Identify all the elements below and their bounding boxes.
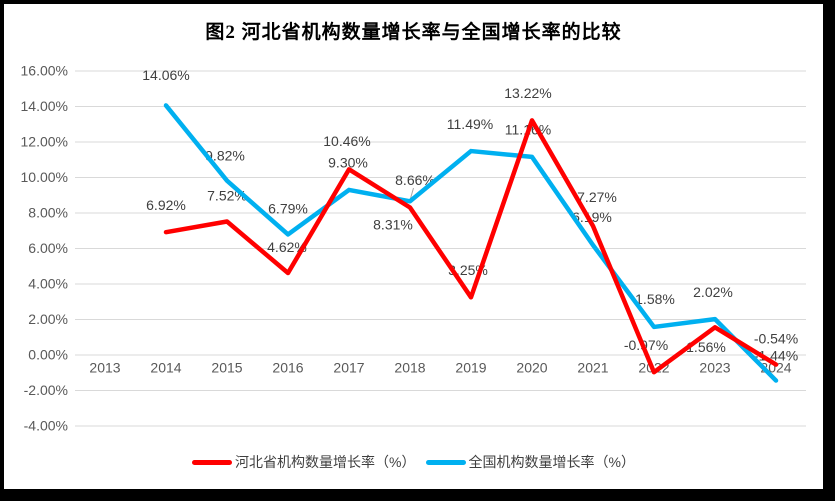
x-axis-tick-label: 2013: [89, 360, 120, 376]
national-data-label: 6.79%: [268, 200, 308, 216]
y-axis-tick-label: 12.00%: [21, 134, 68, 150]
x-axis-tick-label: 2019: [455, 360, 486, 376]
x-axis-tick-label: 2021: [577, 360, 608, 376]
x-axis-tick-label: 2015: [211, 360, 242, 376]
national-data-label: 1.58%: [635, 291, 675, 307]
national-data-label: 2.02%: [693, 284, 733, 300]
national-line: [163, 103, 779, 383]
hebei-data-label: 8.31%: [373, 216, 413, 232]
chart-title: 图2 河北省机构数量增长率与全国增长率的比较: [205, 22, 622, 43]
y-axis-tick-label: 16.00%: [21, 63, 68, 79]
chart-canvas: 图2 河北省机构数量增长率与全国增长率的比较 16.00% 14.00% 12.00…: [4, 4, 823, 489]
legend-item-hebei: 河北省机构数量增长率（%）: [192, 452, 416, 472]
national-data-label: 6.19%: [572, 209, 612, 225]
national-data-label: 14.06%: [142, 67, 189, 83]
x-axis-tick-label: 2016: [272, 360, 303, 376]
label-leader-line: [410, 187, 414, 199]
line-chart-plot: 16.00% 14.00% 12.00% 10.00% 8.00% 6.00% 4.00% 2…: [21, 63, 806, 434]
y-axis-tick-label: -2.00%: [24, 382, 68, 398]
legend-item-national: 全国机构数量增长率（%）: [425, 452, 635, 472]
hebei-data-label: 7.27%: [577, 189, 617, 205]
chart-legend: 河北省机构数量增长率（%） 全国机构数量增长率（%）: [4, 452, 823, 472]
x-axis-tick-label: 2018: [394, 360, 425, 376]
national-line-swatch: [425, 459, 466, 465]
hebei-data-label: 4.62%: [267, 239, 307, 255]
y-axis-tick-label: 4.00%: [28, 276, 68, 292]
y-axis-tick-label: 2.00%: [28, 311, 68, 327]
hebei-data-label: -0.97%: [624, 337, 668, 353]
y-axis-tick-label: -4.00%: [24, 418, 68, 434]
national-data-label: 9.30%: [328, 155, 368, 171]
hebei-data-label: -0.54%: [754, 330, 798, 346]
hebei-data-label: 6.92%: [146, 197, 186, 213]
hebei-data-label: 10.46%: [323, 133, 370, 149]
y-axis-tick-label: 10.00%: [21, 169, 68, 185]
hebei-data-label: 13.22%: [504, 85, 551, 101]
hebei-line: [163, 118, 779, 375]
x-axis-tick-label: 2023: [699, 360, 730, 376]
national-data-label: 9.82%: [205, 147, 245, 163]
y-axis-tick-label: 0.00%: [28, 347, 68, 363]
x-axis-tick-label: 2014: [150, 360, 181, 376]
y-axis-tick-label: 6.00%: [28, 240, 68, 256]
legend-label-hebei: 河北省机构数量增长率（%）: [235, 454, 416, 470]
x-axis-tick-label: 2020: [516, 360, 547, 376]
national-data-label: 8.66%: [395, 172, 435, 188]
hebei-line-swatch: [192, 459, 233, 465]
national-data-label: 11.49%: [447, 116, 493, 132]
y-axis-tick-label: 8.00%: [28, 205, 68, 221]
y-axis-tick-label: 14.00%: [21, 98, 68, 114]
x-axis-tick-label: 2017: [333, 360, 364, 376]
legend-label-national: 全国机构数量增长率（%）: [468, 454, 635, 470]
